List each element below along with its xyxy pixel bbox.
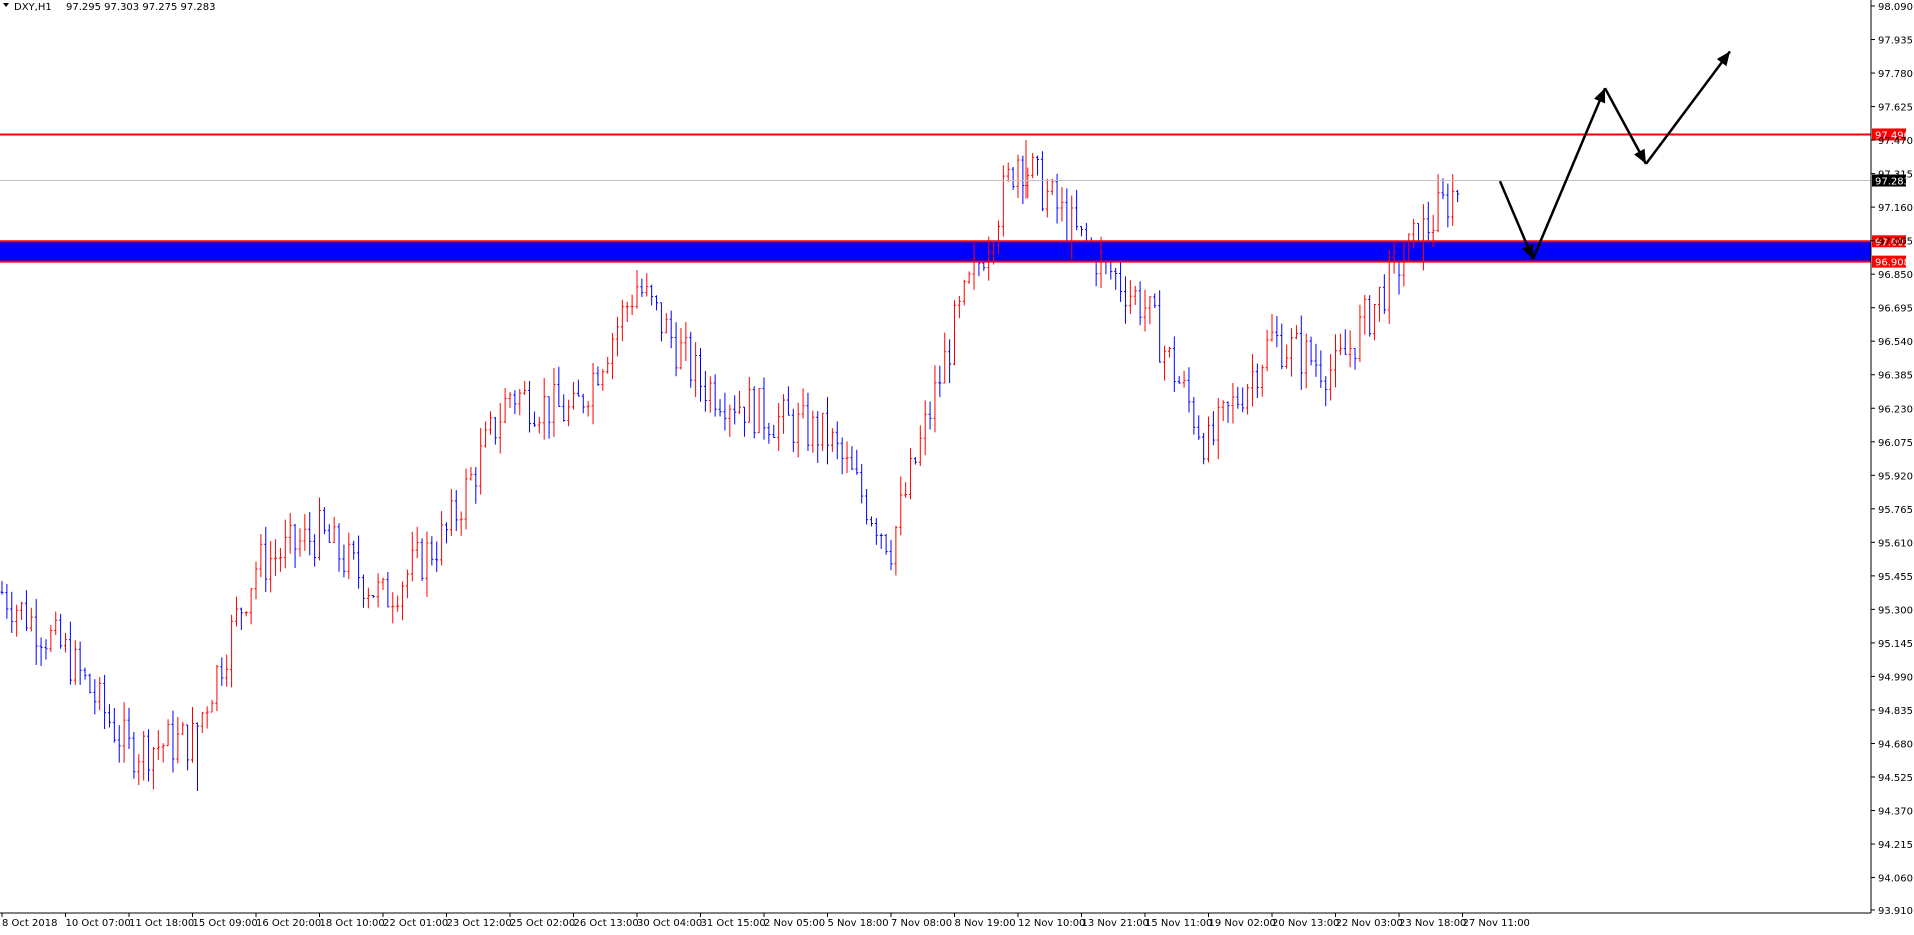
time-tick-label: 7 Nov 08:00	[891, 918, 952, 929]
level-price-label: 96.908	[1875, 258, 1910, 269]
price-tick-label: 94.835	[1878, 706, 1913, 717]
price-tick-label: 97.005	[1878, 237, 1913, 248]
price-tick-label: 94.370	[1878, 807, 1913, 818]
projection-arrowhead-icon	[1634, 148, 1646, 164]
price-tick-label: 97.315	[1878, 170, 1913, 181]
price-tick-label: 97.470	[1878, 136, 1913, 147]
projection-arrows-layer[interactable]	[1498, 50, 1732, 260]
time-tick-label: 15 Oct 09:00	[193, 918, 258, 929]
support-zone-rect	[0, 241, 1871, 262]
level-price-label: 97.002	[1875, 237, 1910, 248]
price-tick-label: 94.215	[1878, 840, 1913, 851]
price-tick-label: 95.610	[1878, 538, 1913, 549]
price-tick-label: 95.145	[1878, 639, 1913, 650]
time-tick-label: 20 Nov 13:00	[1272, 918, 1339, 929]
time-tick-label: 13 Nov 21:00	[1082, 918, 1149, 929]
price-tick-label: 97.780	[1878, 69, 1913, 80]
projection-segment	[1531, 87, 1607, 260]
price-tick-label: 94.525	[1878, 773, 1913, 784]
time-tick-label: 22 Oct 01:00	[383, 918, 448, 929]
price-tick-label: 97.935	[1878, 36, 1913, 47]
candlestick-series	[0, 140, 1460, 792]
time-tick-label: 12 Nov 10:00	[1018, 918, 1085, 929]
time-tick-label: 16 Oct 20:00	[256, 918, 321, 929]
current-price-tag	[1872, 174, 1906, 187]
time-tick-label: 8 Oct 2018	[2, 918, 57, 929]
price-tick-label: 94.060	[1878, 874, 1913, 885]
level-price-tag	[1872, 235, 1906, 248]
symbol-label: DXY,H1	[14, 2, 52, 13]
price-tick-label: 96.540	[1878, 337, 1913, 348]
time-tick-label: 23 Oct 12:00	[447, 918, 512, 929]
time-tick-label: 19 Nov 02:00	[1209, 918, 1276, 929]
horizontal-levels-layer[interactable]: 97.496 97.002 96.908 97.283	[0, 128, 1910, 269]
current-price-label: 97.283	[1875, 177, 1910, 188]
price-tick-label: 96.695	[1878, 304, 1913, 315]
chart-menu-triangle-icon[interactable]	[3, 3, 9, 7]
price-tick-label: 96.075	[1878, 438, 1913, 449]
time-tick-label: 30 Oct 04:00	[637, 918, 702, 929]
time-tick-label: 8 Nov 19:00	[955, 918, 1016, 929]
time-tick-label: 10 Oct 07:00	[66, 918, 131, 929]
price-tick-label: 95.300	[1878, 605, 1913, 616]
time-tick-label: 11 Oct 18:00	[129, 918, 194, 929]
price-tick-label: 96.230	[1878, 404, 1913, 415]
time-tick-label: 27 Nov 11:00	[1463, 918, 1530, 929]
projection-segment	[1644, 50, 1732, 165]
time-tick-label: 5 Nov 18:00	[828, 918, 889, 929]
price-tick-label: 95.455	[1878, 572, 1913, 583]
price-tick-label: 98.090	[1878, 2, 1913, 13]
price-tick-label: 94.990	[1878, 672, 1913, 683]
level-price-tag	[1872, 128, 1906, 141]
projection-arrowhead-icon	[1522, 243, 1534, 260]
time-tick-label: 22 Nov 03:00	[1336, 918, 1403, 929]
price-tick-label: 96.850	[1878, 270, 1913, 281]
time-tick-label: 18 Oct 10:00	[320, 918, 385, 929]
price-tick-label: 96.385	[1878, 371, 1913, 382]
price-tick-label: 97.625	[1878, 103, 1913, 114]
time-tick-label: 15 Nov 11:00	[1145, 918, 1212, 929]
support-zone-layer	[0, 241, 1871, 262]
projection-arrowhead-icon	[1594, 88, 1606, 104]
time-tick-label: 31 Oct 15:00	[701, 918, 766, 929]
price-tick-label: 97.160	[1878, 203, 1913, 214]
projection-segment	[1603, 87, 1648, 165]
level-price-tag	[1872, 255, 1906, 268]
projection-segment	[1498, 180, 1535, 260]
time-tick-label: 2 Nov 05:00	[764, 918, 825, 929]
projection-arrowhead-icon	[1716, 51, 1730, 67]
time-tick-label: 25 Oct 02:00	[510, 918, 575, 929]
level-price-label: 97.496	[1875, 130, 1910, 141]
price-tick-label: 94.680	[1878, 739, 1913, 750]
price-tick-label: 95.920	[1878, 471, 1913, 482]
price-tick-label: 93.910	[1878, 906, 1913, 917]
time-tick-label: 23 Nov 18:00	[1399, 918, 1466, 929]
price-tick-label: 95.765	[1878, 505, 1913, 516]
time-tick-label: 26 Oct 13:00	[574, 918, 639, 929]
ohlc-readout: 97.295 97.303 97.275 97.283	[66, 2, 216, 13]
